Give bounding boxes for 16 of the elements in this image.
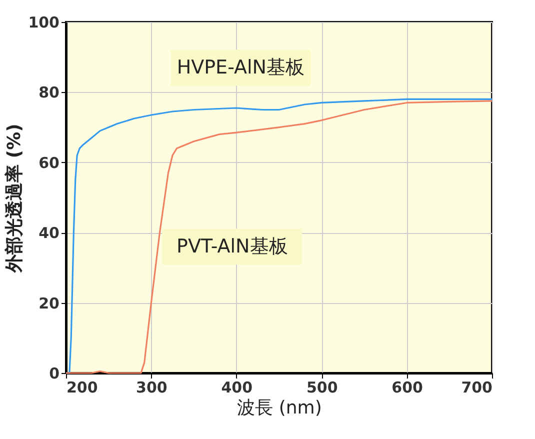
y-tick-label: 40 <box>38 224 60 242</box>
series-label: HVPE-AlN基板 <box>176 56 305 79</box>
x-tick-label: 200 <box>66 378 98 396</box>
y-tick-label: 60 <box>38 154 60 172</box>
y-tick-label: 100 <box>28 14 60 32</box>
x-tick-label: 600 <box>392 378 423 396</box>
y-axis-title: 外部光透過率 (%) <box>4 124 26 274</box>
y-tick-label: 20 <box>38 294 60 312</box>
x-tick-label: 700 <box>461 378 492 396</box>
y-tick-label: 0 <box>49 364 60 382</box>
x-tick-label: 300 <box>136 378 168 396</box>
x-axis-title: 波長 (nm) <box>237 398 322 418</box>
series-label: PVT-AlN基板 <box>176 236 288 258</box>
x-tick-label: 400 <box>221 378 253 396</box>
x-tick-label: 500 <box>306 378 338 396</box>
y-tick-label: 80 <box>38 84 60 102</box>
